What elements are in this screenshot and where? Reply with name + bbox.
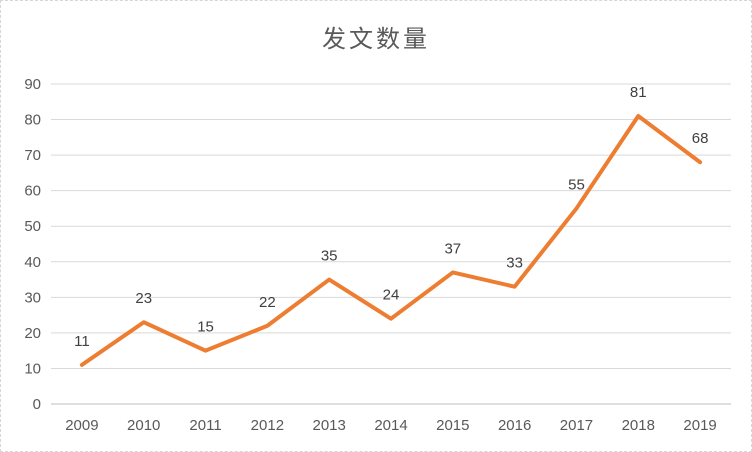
data-point-label: 68 (692, 130, 709, 147)
data-point-label: 23 (135, 290, 152, 307)
y-tick-label: 80 (24, 112, 41, 129)
y-tick-label: 40 (24, 254, 41, 271)
y-tick-label: 0 (33, 396, 41, 413)
data-point-label: 37 (444, 240, 461, 257)
data-point-label: 24 (383, 287, 400, 304)
data-series-line (79, 114, 703, 367)
y-tick-label: 30 (24, 289, 41, 306)
data-point-label: 33 (506, 255, 523, 272)
y-tick-label: 10 (24, 360, 41, 377)
data-point-label: 11 (74, 333, 90, 350)
data-point-label: 81 (630, 84, 647, 101)
data-point-label: 55 (568, 176, 585, 193)
x-axis-label: 2012 (251, 417, 284, 434)
data-point-label: 15 (197, 319, 214, 336)
y-tick-label: 50 (24, 218, 41, 235)
y-tick-label: 20 (24, 325, 41, 342)
x-axis-label: 2009 (65, 417, 98, 434)
x-axis-label: 2019 (683, 417, 716, 434)
x-axis-label: 2011 (189, 417, 221, 434)
y-tick-label: 60 (24, 183, 41, 200)
data-point-label: 22 (259, 294, 276, 311)
x-axis-label: 2016 (498, 417, 531, 434)
x-axis-label: 2013 (312, 417, 345, 434)
x-axis-label: 2014 (374, 417, 407, 434)
x-axis-label: 2018 (622, 417, 655, 434)
x-axis-label: 2015 (436, 417, 469, 434)
y-tick-label: 90 (24, 76, 41, 93)
y-tick-label: 70 (24, 147, 41, 164)
x-axis-label: 2010 (127, 417, 160, 434)
x-axis-label: 2017 (560, 417, 593, 434)
data-point-label: 35 (321, 248, 338, 265)
